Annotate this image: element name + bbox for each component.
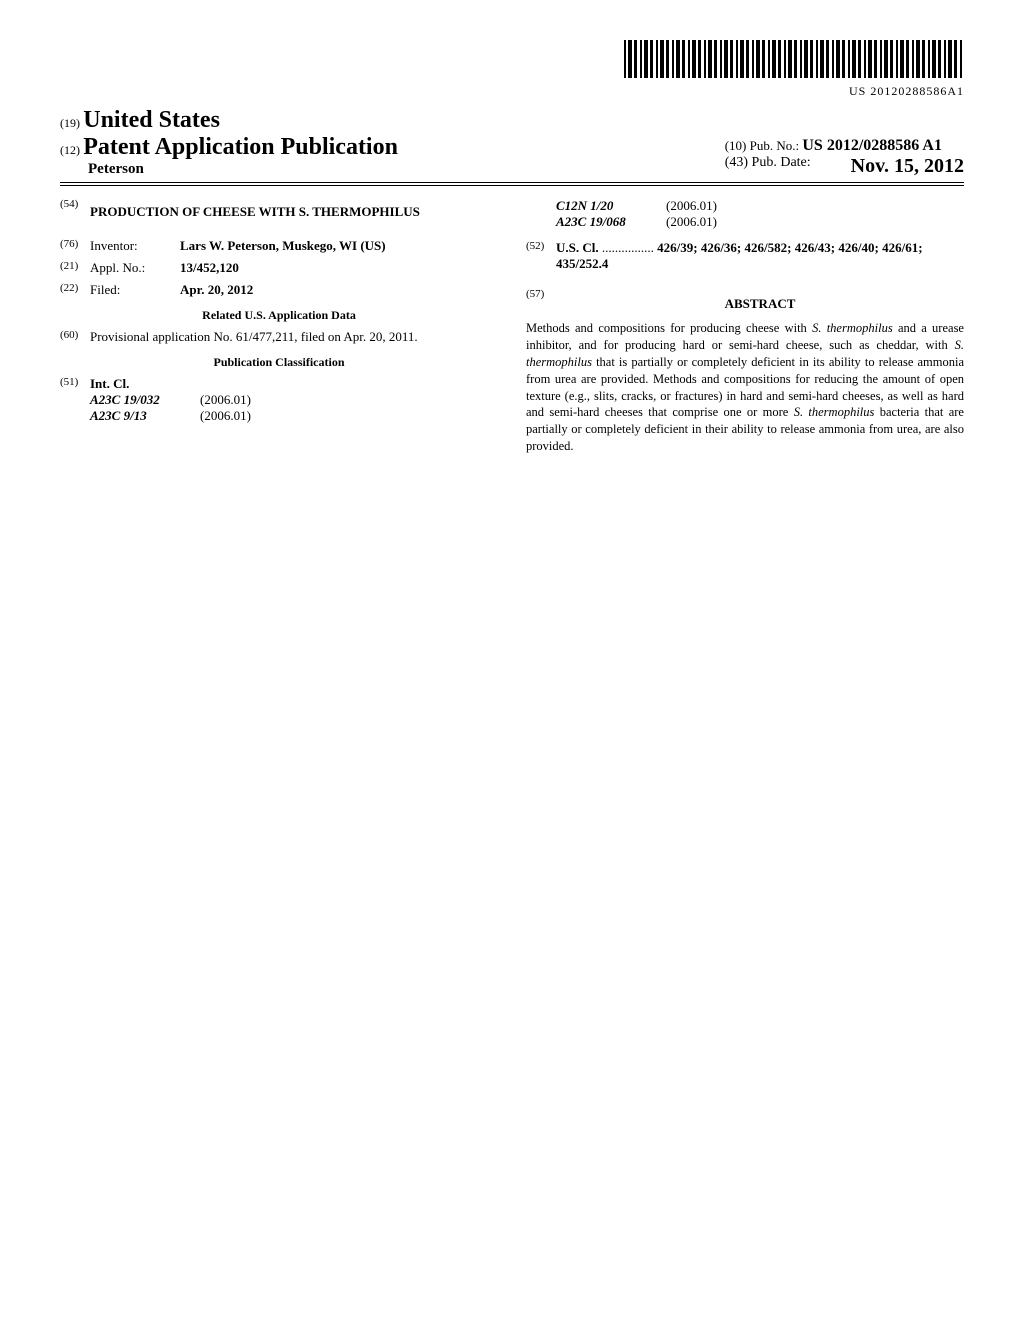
publication-date: Nov. 15, 2012: [851, 155, 964, 178]
provisional-text: Provisional application No. 61/477,211, …: [90, 329, 498, 345]
barcode-text: US 20120288586A1: [60, 84, 964, 99]
abstract-species: S. thermophilus: [812, 321, 893, 335]
ipc-row: A23C 19/068 (2006.01): [556, 214, 964, 230]
inventor-label: Inventor:: [90, 238, 180, 254]
barcode-region: US 20120288586A1: [60, 40, 964, 99]
code-12: (12): [60, 143, 80, 157]
related-data-head: Related U.S. Application Data: [60, 308, 498, 323]
pubdate-label: Pub. Date:: [752, 155, 811, 170]
barcode-image: [624, 40, 964, 78]
applno-row: (21) Appl. No.: 13/452,120: [60, 260, 498, 276]
application-number: 13/452,120: [180, 260, 498, 276]
ipc-row: A23C 19/032 (2006.01): [90, 392, 498, 408]
inventor-row: (76) Inventor: Lars W. Peterson, Muskego…: [60, 238, 498, 254]
invention-title: PRODUCTION OF CHEESE WITH S. THERMOPHILU…: [90, 204, 420, 220]
code-21: (21): [60, 260, 90, 276]
header-right: (10) Pub. No.: US 2012/0288586 A1 (43) P…: [725, 137, 964, 178]
abstract-species: S. thermophilus: [794, 405, 875, 419]
country: United States: [83, 107, 220, 133]
abstract-text: Methods and compositions for producing c…: [526, 321, 812, 335]
uscl-dots: ................: [599, 240, 658, 255]
publication-number: US 2012/0288586 A1: [802, 137, 942, 154]
code-54: (54): [60, 198, 90, 232]
ipc-year: (2006.01): [666, 214, 717, 230]
code-60: (60): [60, 329, 90, 345]
ipc-year: (2006.01): [200, 392, 251, 408]
ipc-code: C12N 1/20: [556, 198, 666, 214]
ipc-row: A23C 9/13 (2006.01): [90, 408, 498, 424]
code-43: (43): [725, 155, 748, 170]
ipc-code: A23C 9/13: [90, 408, 200, 424]
two-column-body: (54) PRODUCTION OF CHEESE WITH S. THERMO…: [60, 198, 964, 455]
author-surname: Peterson: [88, 161, 398, 178]
left-column: (54) PRODUCTION OF CHEESE WITH S. THERMO…: [60, 198, 498, 455]
code-57: (57): [526, 288, 556, 320]
ipc-code: A23C 19/032: [90, 392, 200, 408]
pub-classification-head: Publication Classification: [60, 355, 498, 370]
divider: [60, 185, 964, 186]
ipc-code: A23C 19/068: [556, 214, 666, 230]
uscl-label: U.S. Cl.: [556, 240, 599, 255]
header-block: (19) United States (12) Patent Applicati…: [60, 107, 964, 183]
abstract-body: Methods and compositions for producing c…: [526, 320, 964, 455]
code-51: (51): [60, 376, 90, 424]
ipc-continuation: C12N 1/20 (2006.01) A23C 19/068 (2006.01…: [556, 198, 964, 230]
code-76: (76): [60, 238, 90, 254]
ipc-year: (2006.01): [200, 408, 251, 424]
publication-type: Patent Application Publication: [83, 134, 398, 160]
filed-date: Apr. 20, 2012: [180, 282, 498, 298]
filed-label: Filed:: [90, 282, 180, 298]
right-column: C12N 1/20 (2006.01) A23C 19/068 (2006.01…: [526, 198, 964, 455]
abstract-heading: ABSTRACT: [556, 296, 964, 312]
pubno-label: Pub. No.:: [750, 138, 799, 153]
code-52: (52): [526, 240, 556, 272]
code-22: (22): [60, 282, 90, 298]
code-19: (19): [60, 116, 80, 130]
inventor-name: Lars W. Peterson, Muskego, WI (US): [180, 238, 386, 253]
ipc-year: (2006.01): [666, 198, 717, 214]
applno-label: Appl. No.:: [90, 260, 180, 276]
intcl-label: Int. Cl.: [90, 376, 498, 392]
code-10: (10): [725, 138, 747, 153]
header-left: (19) United States (12) Patent Applicati…: [60, 107, 398, 178]
ipc-row: C12N 1/20 (2006.01): [556, 198, 964, 214]
filed-row: (22) Filed: Apr. 20, 2012: [60, 282, 498, 298]
